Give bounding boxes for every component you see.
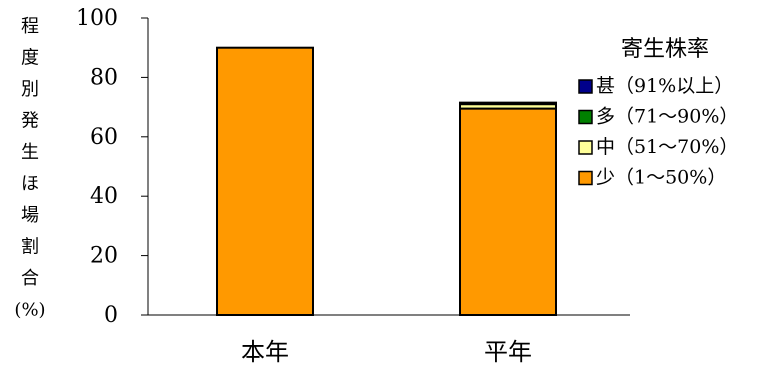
y-axis-label-char: 割 [21, 237, 39, 258]
legend-label: 甚（91%以上） [596, 75, 733, 97]
y-axis-label-char: 度 [21, 48, 39, 69]
y-axis-ticks: 0 20 40 60 80 100 [76, 6, 148, 328]
bar-segment [459, 107, 557, 316]
legend-label: 多（71〜90%） [596, 106, 738, 128]
legend-swatch [578, 79, 593, 94]
legend-swatch [578, 170, 593, 186]
y-axis-label-char: 生 [21, 142, 39, 163]
x-category-label: 平年 [484, 338, 532, 365]
legend-label: 中（51〜70%） [596, 136, 738, 158]
y-tick-label: 80 [90, 65, 118, 90]
bars [216, 46, 557, 316]
x-axis-labels: 本年 平年 [241, 338, 532, 365]
y-axis-label-char: (%) [14, 300, 45, 321]
y-tick-label: 40 [90, 184, 118, 209]
x-category-label: 本年 [241, 338, 289, 365]
y-axis-label-char: 程 [21, 16, 39, 37]
y-tick-label: 0 [104, 303, 118, 328]
legend: 寄生株率 甚（91%以上） 多（71〜90%） 中（51〜70%） 少（1〜50%） [578, 37, 738, 189]
y-axis-label-char: ほ [21, 174, 39, 195]
bar-segment [216, 46, 314, 316]
legend-swatch [578, 140, 593, 155]
y-axis-label-char: 合 [21, 268, 39, 289]
y-axis-label-char: 別 [21, 79, 39, 100]
y-axis-label-char: 発 [21, 111, 39, 132]
y-tick-label: 100 [76, 6, 118, 31]
legend-title: 寄生株率 [621, 37, 709, 62]
legend-label: 少（1〜50%） [596, 167, 726, 189]
bar-segment [459, 101, 557, 106]
y-axis-label-char: 場 [21, 205, 39, 226]
legend-swatch [578, 109, 593, 125]
y-tick-label: 20 [90, 244, 118, 269]
y-tick-label: 60 [90, 125, 118, 150]
